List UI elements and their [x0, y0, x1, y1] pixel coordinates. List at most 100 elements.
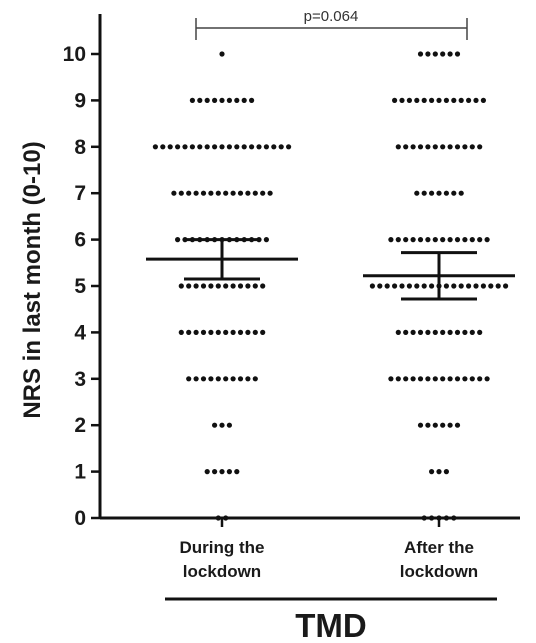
- data-point: [160, 144, 166, 150]
- data-point: [480, 283, 486, 289]
- data-point: [451, 515, 457, 521]
- data-point: [432, 329, 438, 335]
- data-point: [193, 329, 199, 335]
- data-point: [436, 97, 442, 103]
- data-point: [454, 51, 461, 57]
- x-tick-label: lockdown: [400, 562, 478, 581]
- data-point: [469, 329, 475, 335]
- data-point: [458, 190, 464, 196]
- data-point: [278, 144, 284, 150]
- data-point: [186, 329, 192, 335]
- y-tick-label: 9: [74, 89, 86, 112]
- data-point: [223, 515, 229, 521]
- data-point: [252, 190, 258, 196]
- data-point: [417, 422, 424, 428]
- data-point: [458, 97, 464, 103]
- axes: 0 1 2 3 4 5 6 7 8 9 10 During the lockdown After the l…: [63, 14, 520, 581]
- data-point: [399, 283, 405, 289]
- data-point: [462, 144, 468, 150]
- y-tick-label: 8: [74, 136, 86, 159]
- data-point: [469, 144, 475, 150]
- data-point: [271, 144, 277, 150]
- data-point: [219, 144, 225, 150]
- data-point: [440, 51, 446, 57]
- data-point: [414, 283, 420, 289]
- data-point: [200, 283, 207, 289]
- data-point: [223, 329, 229, 335]
- data-point: [403, 144, 409, 150]
- data-point: [219, 97, 225, 103]
- data-point: [197, 144, 203, 150]
- data-point: [215, 190, 221, 196]
- data-point: [443, 515, 449, 521]
- data-point: [230, 329, 236, 335]
- data-point: [469, 376, 475, 382]
- data-point: [252, 376, 258, 382]
- data-point: [417, 237, 424, 243]
- data-point: [432, 144, 438, 150]
- data-point: [454, 329, 461, 335]
- data-point: [421, 283, 427, 289]
- y-tick-label: 5: [74, 275, 86, 298]
- data-point: [219, 51, 225, 57]
- data-point: [226, 97, 232, 103]
- data-point: [417, 376, 424, 382]
- y-tick-label: 6: [74, 229, 86, 252]
- data-point: [212, 469, 218, 475]
- data-point: [245, 376, 251, 382]
- data-point: [249, 144, 255, 150]
- data-point: [212, 422, 218, 428]
- data-point: [230, 376, 236, 382]
- data-point: [234, 144, 240, 150]
- data-point: [466, 283, 472, 289]
- data-point: [473, 97, 479, 103]
- data-point: [208, 376, 214, 382]
- data-point: [484, 237, 490, 243]
- data-point: [454, 376, 461, 382]
- data-point: [395, 329, 401, 335]
- data-point: [473, 283, 479, 289]
- data-point: [197, 97, 203, 103]
- data-point: [425, 376, 431, 382]
- data-point: [495, 283, 501, 289]
- data-point: [245, 190, 251, 196]
- data-point: [414, 190, 420, 196]
- x-tick-label: lockdown: [183, 562, 261, 581]
- data-point: [215, 283, 221, 289]
- data-point: [436, 190, 442, 196]
- data-point: [230, 283, 236, 289]
- data-point: [403, 237, 409, 243]
- data-point: [440, 422, 446, 428]
- data-point: [395, 237, 401, 243]
- data-point: [417, 144, 424, 150]
- data-point: [212, 144, 218, 150]
- significance-bracket: p=0.064: [195, 8, 468, 40]
- data-point: [447, 329, 453, 335]
- data-point: [260, 283, 266, 289]
- data-point: [440, 329, 446, 335]
- data-point: [484, 376, 490, 382]
- data-point: [237, 190, 244, 196]
- data-point: [406, 97, 412, 103]
- data-point: [403, 329, 409, 335]
- data-point: [421, 515, 427, 521]
- mean-error-bars: [146, 238, 515, 301]
- data-point: [395, 376, 401, 382]
- data-point: [388, 376, 394, 382]
- data-point: [488, 283, 494, 289]
- data-point: [462, 376, 468, 382]
- data-point: [447, 237, 453, 243]
- data-point: [208, 329, 214, 335]
- data-point: [175, 144, 181, 150]
- data-point: [369, 283, 375, 289]
- data-point: [167, 144, 173, 150]
- y-tick-label: 0: [74, 507, 86, 530]
- data-point: [178, 190, 184, 196]
- data-point: [429, 283, 435, 289]
- data-point: [440, 376, 446, 382]
- data-point: [451, 283, 457, 289]
- data-point: [477, 329, 483, 335]
- data-point: [425, 144, 431, 150]
- data-point: [462, 329, 468, 335]
- data-point: [208, 190, 214, 196]
